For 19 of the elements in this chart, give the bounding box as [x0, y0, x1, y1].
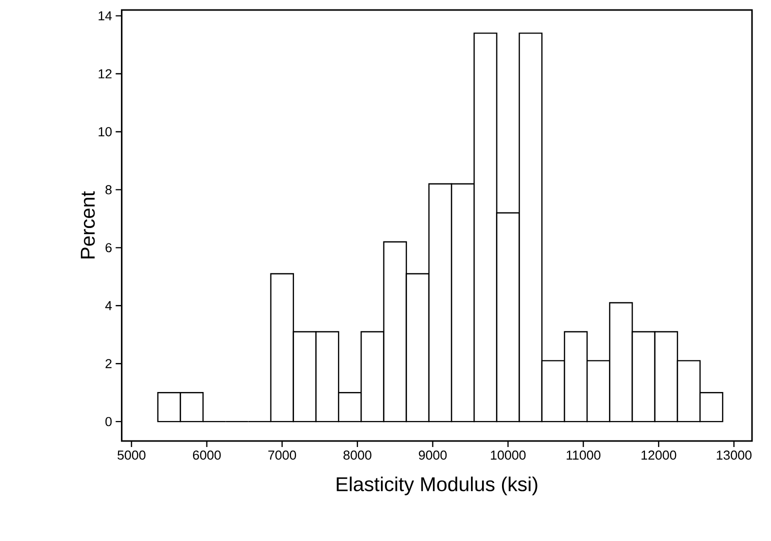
x-tick-label: 7000	[268, 450, 296, 460]
y-tick-label: 2	[106, 359, 112, 368]
y-tick-label: 4	[105, 301, 112, 310]
y-tick-label: 0	[105, 416, 112, 426]
x-axis-title: Elasticity Modulus (ksi)	[336, 476, 538, 496]
x-tick-label: 8000	[344, 450, 372, 460]
y-tick-label: 8	[106, 185, 112, 194]
y-tick-label: 6	[106, 243, 112, 252]
y-axis-title: Percent	[80, 191, 95, 258]
x-tick-label: 5000	[118, 450, 146, 460]
x-tick-label: 9000	[418, 450, 447, 460]
x-tick-label: 12000	[642, 450, 676, 460]
y-tick-label: 14	[98, 11, 112, 20]
x-tick-label: 11000	[566, 450, 600, 460]
x-tick-label: 6000	[192, 450, 221, 460]
x-tick-label: 10000	[490, 450, 526, 460]
x-tick-label: 13000	[716, 450, 752, 460]
y-tick-label: 12	[98, 69, 112, 78]
y-tick-label: 10	[98, 127, 112, 136]
